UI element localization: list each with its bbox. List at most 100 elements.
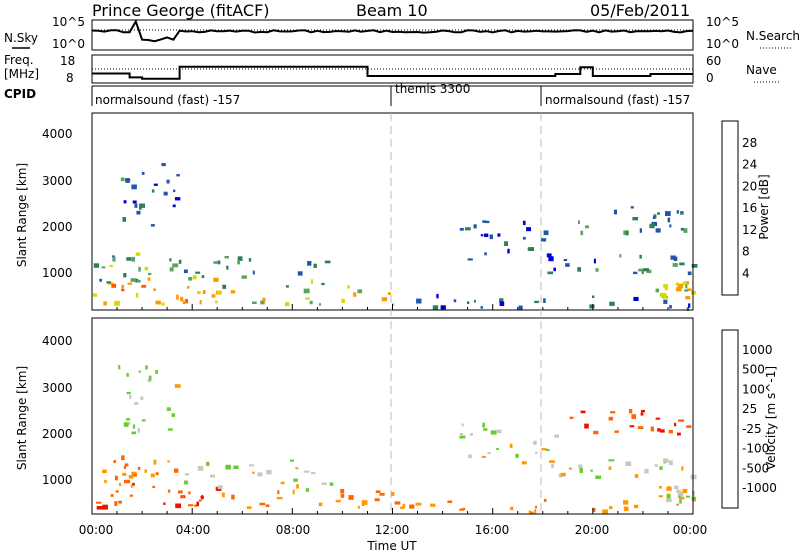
velocity-cell	[152, 485, 156, 488]
power-cell	[484, 233, 489, 237]
xtick-0400: 04:00	[176, 523, 211, 537]
power-cell	[643, 268, 649, 272]
velocity-cell	[188, 504, 194, 507]
power-cell	[92, 293, 98, 297]
velocity-cell	[123, 465, 127, 469]
power-cell	[682, 282, 686, 285]
velocity-cell	[663, 458, 669, 463]
power-cell	[135, 279, 139, 283]
velocity-colorbar-tick: 1000	[742, 343, 773, 357]
velocity-cell	[535, 505, 538, 509]
velocity-cell	[184, 473, 190, 476]
velocity-cell	[265, 504, 270, 508]
velocity-cell	[686, 425, 692, 428]
power-cell	[664, 285, 668, 291]
power-cell	[639, 228, 642, 233]
power-cell	[120, 177, 125, 182]
freq-tick-low: 8	[66, 71, 74, 85]
power-cell	[632, 217, 638, 221]
velocity-cell	[175, 503, 182, 509]
velocity-cell	[102, 469, 107, 474]
power-cell	[672, 263, 678, 267]
power-cell	[592, 295, 595, 299]
velocity-cell	[174, 384, 181, 388]
velocity-cell	[602, 509, 608, 515]
power-colorbar-tick: 12	[742, 223, 757, 237]
velocity-cell	[141, 419, 146, 422]
velocity-cell	[137, 466, 141, 470]
velocity-cell	[610, 411, 616, 414]
power-cell	[230, 290, 236, 294]
velocity-cell	[623, 506, 629, 512]
velocity-cell	[549, 460, 555, 463]
power-cell	[670, 255, 676, 260]
power-cell	[678, 284, 684, 289]
power-cell	[153, 288, 156, 291]
velocity-cell	[124, 479, 130, 484]
velocity-cell	[206, 461, 210, 466]
power-colorbar-frame	[721, 120, 739, 296]
velocity-cell	[447, 500, 453, 503]
velocity-cell	[119, 482, 122, 486]
power-cell	[667, 217, 671, 223]
velocity-cell	[113, 460, 116, 464]
velocity-cell	[361, 500, 368, 505]
power-cell	[522, 236, 526, 240]
velocity-cell	[318, 502, 323, 507]
power-cell	[527, 247, 534, 251]
power-cell	[480, 234, 484, 237]
power-cell	[125, 178, 130, 183]
power-cell	[217, 260, 221, 265]
power-cell	[172, 263, 179, 268]
velocity-cell	[584, 423, 589, 429]
velocity-cell	[134, 402, 139, 405]
velocity-cell	[634, 474, 639, 478]
xtick-2400: 00:00	[673, 523, 708, 537]
power-cell	[609, 301, 615, 306]
velocity-cell	[266, 469, 272, 475]
power-cell	[480, 306, 483, 309]
velocity-cell	[667, 486, 671, 490]
velocity-cell	[290, 459, 294, 462]
power-cell	[217, 290, 221, 295]
power-cell	[141, 171, 145, 175]
velocity-cell	[528, 510, 532, 514]
velocity-colorbar-tick: -25	[742, 422, 762, 436]
power-cell	[123, 273, 127, 278]
nsky-tick-low: 10^0	[52, 37, 85, 51]
power-cell	[151, 189, 155, 193]
power-cell	[680, 211, 684, 215]
power-frame	[91, 112, 694, 311]
power-cell	[123, 200, 127, 204]
power-ytick-2000: 2000	[42, 220, 73, 234]
power-cell	[131, 256, 135, 262]
velocity-cell	[166, 407, 171, 411]
velocity-cell	[197, 466, 204, 471]
velocity-cell	[231, 494, 235, 500]
cpid-segment-2: themis 3300	[395, 82, 470, 96]
power-cell	[518, 305, 523, 310]
power-ytick-3000: 3000	[42, 174, 73, 188]
velocity-cell	[196, 501, 200, 506]
power-cell	[178, 259, 182, 264]
power-cell	[540, 238, 547, 242]
power-cell	[630, 206, 634, 209]
velocity-cell	[145, 365, 148, 370]
velocity-cell	[459, 433, 463, 436]
velocity-cell	[296, 484, 299, 489]
power-cell	[311, 279, 313, 284]
velocity-cell	[677, 432, 681, 436]
power-ytick-1000: 1000	[42, 266, 73, 280]
velocity-cell	[138, 370, 141, 373]
velocity-cell	[293, 478, 298, 482]
velocity-cell	[676, 503, 679, 506]
power-cell	[684, 289, 689, 292]
velocity-colorbar: 1000 500 100 25 -25 -100 -500 -1000	[721, 329, 777, 509]
velocity-cell	[118, 365, 121, 370]
velocity-cell	[221, 492, 225, 498]
velocity-cell	[233, 465, 239, 469]
velocity-cell	[295, 467, 299, 470]
power-cell	[663, 299, 668, 304]
nsky-label: N.Sky	[4, 31, 38, 45]
x-axis-ticks	[91, 304, 694, 514]
